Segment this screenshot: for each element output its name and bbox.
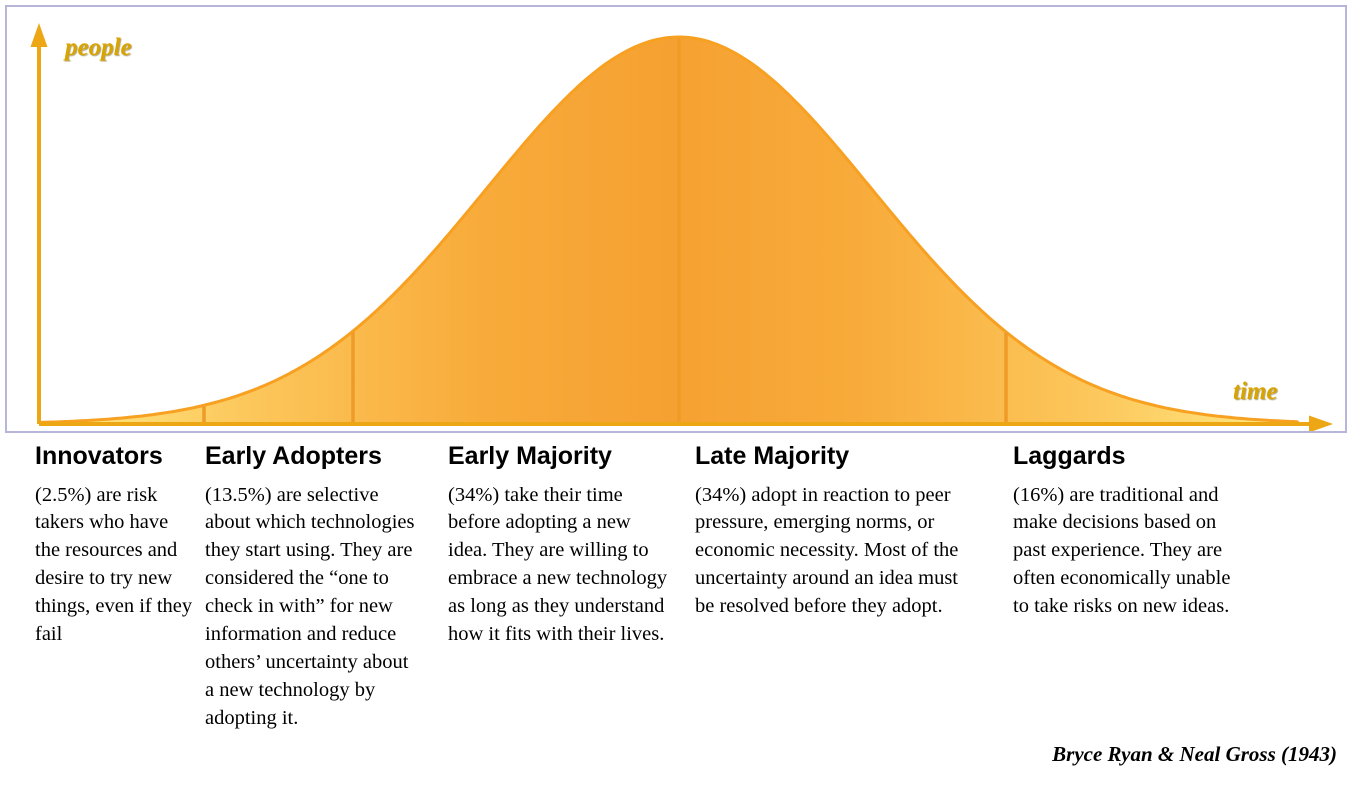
- x-axis-label: time: [1233, 378, 1277, 405]
- segment-column-laggards: Laggards (16%) are traditional and make …: [1013, 442, 1245, 621]
- segment-title: Late Majority: [695, 442, 850, 470]
- segment-title: Early Adopters: [205, 442, 382, 470]
- segment-descriptions: Innovators (2.5%) are risk takers who ha…: [0, 442, 1363, 788]
- segment-column-early-majority: Early Majority (34%) take their time bef…: [448, 442, 672, 649]
- y-axis-arrowhead-icon: [30, 23, 48, 47]
- segment-title: Laggards: [1013, 442, 1126, 470]
- attribution: Bryce Ryan & Neal Gross (1943): [1052, 742, 1337, 766]
- segment-title: Innovators: [35, 442, 163, 470]
- segment-description: (34%) take their time before adopting a …: [448, 483, 668, 645]
- segment-description: (2.5%) are risk takers who have the reso…: [35, 483, 193, 645]
- segment-description: (34%) adopt in reaction to peer pressure…: [695, 483, 959, 618]
- chart-panel: people time: [5, 5, 1347, 433]
- bell-curve-area: [39, 35, 1301, 426]
- curve-svg: people time: [30, 23, 1333, 431]
- segment-description: (13.5%) are selective about which techno…: [205, 483, 415, 729]
- axes: [30, 23, 1333, 431]
- segment-description: (16%) are traditional and make decisions…: [1013, 483, 1231, 618]
- x-axis-arrowhead-icon: [1309, 415, 1333, 431]
- segment-column-late-majority: Late Majority (34%) adopt in reaction to…: [695, 442, 963, 621]
- segment-title: Early Majority: [448, 442, 612, 470]
- segment-column-innovators: Innovators (2.5%) are risk takers who ha…: [35, 442, 197, 649]
- segment-column-early-adopters: Early Adopters (13.5%) are selective abo…: [205, 442, 418, 732]
- y-axis-label: people: [63, 34, 132, 61]
